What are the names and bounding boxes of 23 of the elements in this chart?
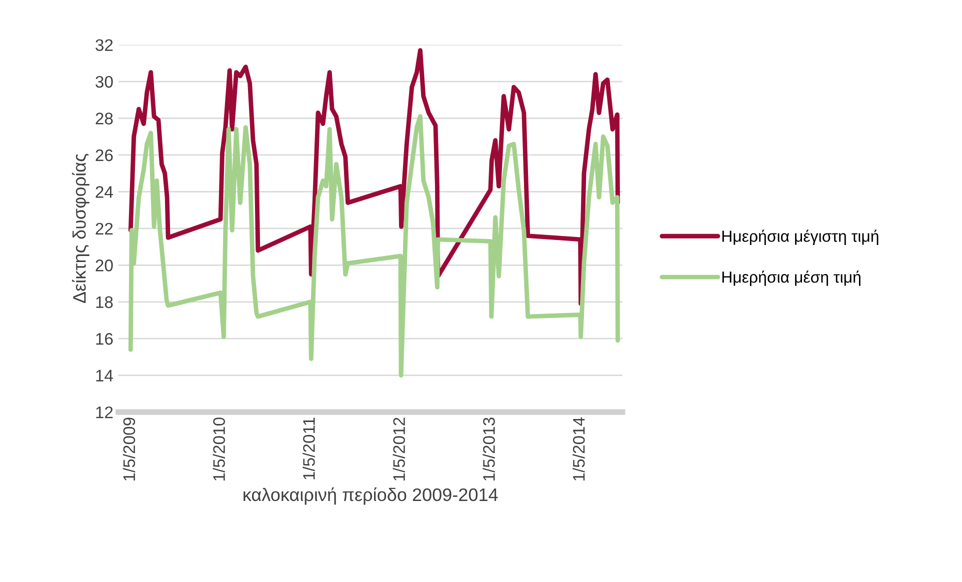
y-tick-label: 12 [96,406,113,418]
x-axis-title: καλοκαιρινή περίοδο 2009-2014 [244,487,498,505]
x-tick-label: 1/5/2011 [302,418,315,480]
y-tick-label: 30 [96,76,113,88]
x-tick-label: 1/5/2012 [392,418,406,481]
y-tick-label: 14 [96,370,113,382]
legend-label: Ημερήσια μέση τιμή [722,270,860,286]
x-tick-label: 1/5/2009 [122,418,136,481]
y-tick-label: 20 [96,260,113,272]
x-tick-label: 1/5/2014 [572,417,585,481]
x-tick-label: 1/5/2010 [212,418,225,481]
y-tick-label: 22 [96,222,113,234]
line-series [128,48,620,306]
y-tick-label: 28 [96,112,113,124]
y-tick-label: 32 [96,39,113,52]
y-tick-label: 16 [96,333,113,345]
y-tick-label: 26 [96,149,113,162]
y-tick-label: 18 [96,296,113,308]
x-tick-label: 1/5/2013 [482,418,495,481]
y-tick-label: 24 [96,186,113,198]
y-axis-title: Δείκτης δυσφορίας [72,154,90,304]
line-series [128,114,620,378]
legend-label: Ημερήσια μέγιστη τιμή [722,230,878,246]
